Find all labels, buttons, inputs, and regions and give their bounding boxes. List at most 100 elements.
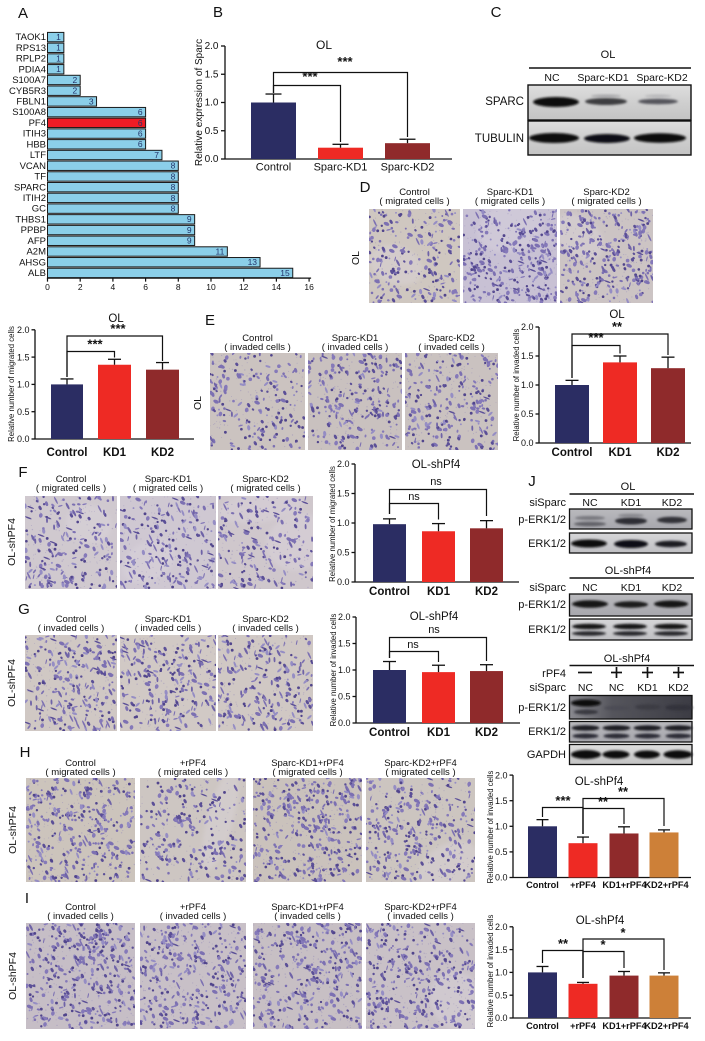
svg-text:SPARC: SPARC xyxy=(14,182,46,193)
svg-text:***: *** xyxy=(588,330,604,345)
svg-text:0.0: 0.0 xyxy=(495,1013,508,1023)
svg-text:9: 9 xyxy=(187,214,192,224)
svg-text:Control: Control xyxy=(399,187,430,198)
svg-text:**: ** xyxy=(598,794,609,809)
svg-text:ITIH3: ITIH3 xyxy=(23,129,46,140)
svg-text:I: I xyxy=(25,890,29,907)
svg-text:8: 8 xyxy=(176,282,181,292)
svg-text:Sparc-KD1: Sparc-KD1 xyxy=(577,72,629,84)
svg-text:Control: Control xyxy=(47,447,88,459)
svg-text:0.5: 0.5 xyxy=(205,126,219,137)
svg-text:2: 2 xyxy=(72,75,77,85)
svg-text:OL-shPf4: OL-shPf4 xyxy=(575,776,624,788)
svg-text:( migrated cells ): ( migrated cells ) xyxy=(475,196,545,207)
svg-text:Relative number of invaded cel: Relative number of invaded cells xyxy=(486,915,495,1028)
svg-text:Sparc-KD1+rPF4: Sparc-KD1+rPF4 xyxy=(271,758,344,769)
svg-text:3: 3 xyxy=(89,96,94,106)
svg-text:Relative number of invaded cel: Relative number of invaded cells xyxy=(512,329,521,442)
svg-text:1.0: 1.0 xyxy=(521,380,534,390)
svg-text:Relative number of migrated ce: Relative number of migrated cells xyxy=(328,466,337,582)
svg-text:2.0: 2.0 xyxy=(495,922,508,932)
svg-text:J: J xyxy=(528,473,536,490)
svg-text:B: B xyxy=(213,4,223,21)
svg-text:KD1: KD1 xyxy=(427,727,451,739)
svg-text:0.5: 0.5 xyxy=(338,692,351,702)
svg-text:OL: OL xyxy=(601,49,616,61)
svg-text:6: 6 xyxy=(138,128,143,138)
svg-text:KD2: KD2 xyxy=(475,586,498,598)
svg-text:S100A8: S100A8 xyxy=(12,107,46,118)
svg-text:0.0: 0.0 xyxy=(337,577,350,587)
svg-text:OL: OL xyxy=(350,251,362,265)
svg-text:Sparc-KD1: Sparc-KD1 xyxy=(487,187,533,198)
svg-text:NC: NC xyxy=(609,682,625,694)
svg-text:KD2: KD2 xyxy=(151,447,174,459)
svg-text:OL-shPF4: OL-shPF4 xyxy=(6,518,18,566)
svg-text:Sparc-KD2: Sparc-KD2 xyxy=(242,474,288,485)
svg-text:KD1: KD1 xyxy=(621,582,642,594)
svg-text:OL-shPf4: OL-shPf4 xyxy=(604,653,650,665)
svg-text:KD1+rPF4: KD1+rPF4 xyxy=(602,880,647,890)
svg-text:***: *** xyxy=(110,321,126,336)
svg-text:ERK1/2: ERK1/2 xyxy=(528,726,566,738)
svg-text:2.0: 2.0 xyxy=(338,612,351,622)
svg-text:1.5: 1.5 xyxy=(521,351,534,361)
svg-text:1.0: 1.0 xyxy=(205,98,219,109)
svg-text:13: 13 xyxy=(248,257,258,267)
svg-text:1.0: 1.0 xyxy=(337,518,350,528)
svg-text:NC: NC xyxy=(544,72,560,84)
svg-text:Control: Control xyxy=(256,162,291,174)
svg-text:*: * xyxy=(620,925,626,940)
svg-text:Control: Control xyxy=(242,333,273,344)
svg-text:HBB: HBB xyxy=(26,139,46,150)
svg-text:1.5: 1.5 xyxy=(205,69,219,80)
svg-text:**: ** xyxy=(612,319,623,334)
svg-text:2: 2 xyxy=(72,86,77,96)
svg-text:KD1: KD1 xyxy=(427,586,451,598)
svg-text:OL-shPF4: OL-shPF4 xyxy=(7,806,19,854)
svg-text:Sparc-KD1+rPF4: Sparc-KD1+rPF4 xyxy=(271,902,344,913)
svg-text:0.0: 0.0 xyxy=(495,873,508,883)
svg-text:***: *** xyxy=(302,69,318,84)
svg-text:KD1: KD1 xyxy=(608,447,632,459)
svg-text:***: *** xyxy=(87,337,103,352)
svg-text:Sparc-KD1: Sparc-KD1 xyxy=(145,474,191,485)
svg-text:OL-shPf4: OL-shPf4 xyxy=(605,565,651,577)
svg-text:1.5: 1.5 xyxy=(17,352,30,362)
svg-text:( migrated cells ): ( migrated cells ) xyxy=(272,767,342,778)
svg-text:( migrated cells ): ( migrated cells ) xyxy=(36,483,106,494)
svg-text:0.0: 0.0 xyxy=(205,154,219,165)
svg-text:2.0: 2.0 xyxy=(495,770,508,780)
svg-text:( invaded cells ): ( invaded cells ) xyxy=(160,911,227,922)
svg-text:OL: OL xyxy=(192,396,204,410)
svg-text:+rPF4: +rPF4 xyxy=(180,902,206,913)
svg-text:2.0: 2.0 xyxy=(205,41,219,52)
svg-text:( invaded cells ): ( invaded cells ) xyxy=(274,911,341,922)
svg-text:1.0: 1.0 xyxy=(495,968,508,978)
svg-text:KD1+rPF4: KD1+rPF4 xyxy=(602,1021,647,1031)
svg-text:0.0: 0.0 xyxy=(17,434,30,444)
svg-text:FBLN1: FBLN1 xyxy=(16,97,46,108)
svg-text:15: 15 xyxy=(280,268,290,278)
svg-text:( invaded cells ): ( invaded cells ) xyxy=(47,911,114,922)
svg-text:GC: GC xyxy=(32,204,46,215)
svg-text:siSparc: siSparc xyxy=(529,497,566,509)
svg-text:OL: OL xyxy=(316,38,332,52)
svg-text:0.0: 0.0 xyxy=(521,438,534,448)
svg-text:Control: Control xyxy=(65,902,96,913)
svg-text:NC: NC xyxy=(582,497,598,509)
svg-text:( migrated cells ): ( migrated cells ) xyxy=(379,196,449,207)
svg-text:( migrated cells ): ( migrated cells ) xyxy=(45,767,115,778)
svg-text:0.5: 0.5 xyxy=(337,548,350,558)
svg-text:ALB: ALB xyxy=(28,268,46,279)
svg-text:A2M: A2M xyxy=(26,247,46,258)
svg-text:2.0: 2.0 xyxy=(337,459,350,469)
svg-text:GAPDH: GAPDH xyxy=(527,749,566,761)
svg-text:LTF: LTF xyxy=(30,150,46,161)
svg-text:OL-shPf4: OL-shPf4 xyxy=(576,915,625,927)
svg-text:rPF4: rPF4 xyxy=(542,668,566,680)
svg-text:SPARC: SPARC xyxy=(485,96,524,108)
svg-text:Control: Control xyxy=(526,880,559,890)
svg-text:1.5: 1.5 xyxy=(337,489,350,499)
svg-text:p-ERK1/2: p-ERK1/2 xyxy=(518,514,566,526)
